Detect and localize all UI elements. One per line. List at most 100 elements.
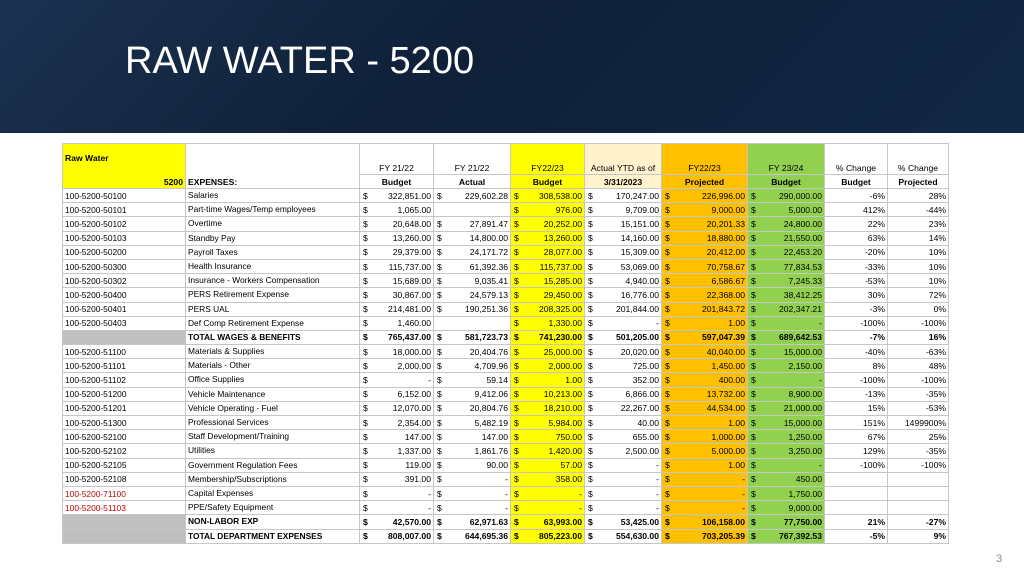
amount: 20,412.00 [706, 247, 745, 258]
currency-sign: $ [751, 261, 756, 272]
row-value-2: $13,260.00 [510, 230, 585, 246]
row-value-2: $805,223.00 [510, 528, 585, 544]
percent-cell-1: 10% [887, 244, 949, 260]
currency-sign: $ [588, 247, 593, 258]
account-number: 100-5200-50102 [65, 218, 127, 229]
percent: 16% [928, 332, 946, 343]
row-value-3: $15,151.00 [584, 216, 662, 232]
amount: 9,000.00 [788, 502, 822, 513]
currency-sign: $ [363, 516, 368, 527]
currency-sign: $ [665, 261, 670, 272]
account-number: 100-5200-50401 [65, 304, 127, 315]
amount: 42,570.00 [392, 516, 431, 527]
percent: 30% [867, 289, 885, 300]
percent-cell-1: 25% [887, 429, 949, 445]
description: Payroll Taxes [188, 246, 238, 257]
row-value-4: $5,000.00 [661, 443, 748, 459]
row-value-0: $15,689.00 [359, 273, 434, 289]
amount: 5,482.19 [474, 417, 508, 428]
percent-cell-0: 30% [824, 287, 888, 303]
account-cell: 100-5200-50200 [62, 244, 186, 260]
currency-sign: $ [665, 460, 670, 471]
currency-sign: $ [751, 431, 756, 442]
account-cell: 100-5200-51100 [62, 344, 186, 360]
row-value-5: $ - [747, 315, 825, 331]
amount: 59.14 [486, 375, 508, 386]
amount: - [656, 318, 659, 329]
amount: - [742, 502, 745, 513]
table-row: 100-5200-50102 Overtime $20,648.00 $27,891.… [62, 216, 949, 232]
amount: 358.00 [555, 474, 582, 485]
row-value-0: $808,007.00 [359, 528, 434, 544]
header-top-0: FY 21/22 [359, 142, 434, 176]
percent: 8% [872, 360, 885, 371]
amount: 24,800.00 [783, 218, 822, 229]
account-cell: 100-5200-51103 [62, 500, 186, 516]
percent: -100% [921, 318, 946, 329]
account-cell: 100-5200-51201 [62, 400, 186, 417]
account-cell [62, 528, 186, 544]
row-value-3: $6,866.00 [584, 386, 662, 402]
account-number: 100-5200-50100 [65, 190, 127, 201]
amount: 20,020.00 [620, 346, 659, 357]
amount: - [742, 474, 745, 485]
percent: -5% [869, 531, 885, 542]
row-value-2: $358.00 [510, 471, 585, 487]
header-bottom-text: Budget [381, 176, 412, 187]
row-value-0: $ - [359, 372, 434, 388]
table-row: 100-5200-51100 Materials & Supplies $18,00… [62, 344, 949, 360]
account-number: 100-5200-52102 [65, 445, 127, 456]
row-value-5: $290,000.00 [747, 187, 825, 204]
amount: 29,379.00 [392, 247, 431, 258]
description: Part-time Wages/Temp employees [188, 204, 316, 215]
currency-sign: $ [363, 460, 368, 471]
row-value-2: $2,000.00 [510, 358, 585, 374]
percent: -7% [869, 332, 885, 343]
header-top-text: % Change [897, 163, 939, 174]
currency-sign: $ [665, 445, 670, 456]
account-number: 100-5200-51201 [65, 403, 127, 414]
percent-cell-0: -100% [824, 372, 888, 388]
currency-sign: $ [363, 389, 368, 400]
amount: 1,450.00 [711, 360, 745, 371]
row-value-0: $12,070.00 [359, 400, 434, 417]
amount: - [505, 488, 508, 499]
description-cell: Materials & Supplies [185, 344, 360, 360]
amount: 62,971.63 [469, 516, 508, 527]
percent: 14% [928, 233, 946, 244]
row-value-5: $202,347.21 [747, 301, 825, 317]
percent-cell-0: 129% [824, 443, 888, 459]
amount: - [579, 502, 582, 513]
account-cell: 100-5200-51101 [62, 358, 186, 374]
row-value-0: $2,000.00 [359, 358, 434, 374]
currency-sign: $ [751, 332, 756, 343]
row-value-0: $20,648.00 [359, 216, 434, 232]
account-number: 100-5200-51300 [65, 417, 127, 428]
row-value-2: $10,213.00 [510, 386, 585, 402]
row-value-4: $1.00 [661, 414, 748, 431]
description-cell: Vehicle Maintenance [185, 386, 360, 402]
percent: -35% [925, 445, 946, 456]
currency-sign: $ [437, 431, 442, 442]
amount: 115,737.00 [388, 261, 431, 272]
table-row: 100-5200-51300 Professional Services $2,35… [62, 414, 949, 431]
table-row: 100-5200-51103 PPE/Safety Equipment $ - $ - $ -… [62, 500, 949, 516]
amount: 741,230.00 [538, 332, 582, 343]
amount: 1,420.00 [548, 445, 582, 456]
percent: -100% [921, 375, 946, 386]
amount: 644,695.36 [464, 531, 508, 542]
account-number: 100-5200-50302 [65, 275, 127, 286]
row-value-4: $18,880.00 [661, 230, 748, 246]
currency-sign: $ [437, 502, 442, 513]
currency-sign: $ [514, 318, 519, 329]
currency-sign: $ [363, 318, 368, 329]
currency-sign: $ [665, 247, 670, 258]
amount: 725.00 [632, 360, 659, 371]
percent-cell-1: -63% [887, 344, 949, 360]
amount: 202,347.21 [778, 304, 822, 315]
header-top-2: FY22/23 [510, 142, 585, 176]
amount: 2,354.00 [397, 417, 431, 428]
currency-sign: $ [751, 233, 756, 244]
amount: 581,723.73 [464, 332, 508, 343]
row-value-3: $170,247.00 [584, 187, 662, 204]
